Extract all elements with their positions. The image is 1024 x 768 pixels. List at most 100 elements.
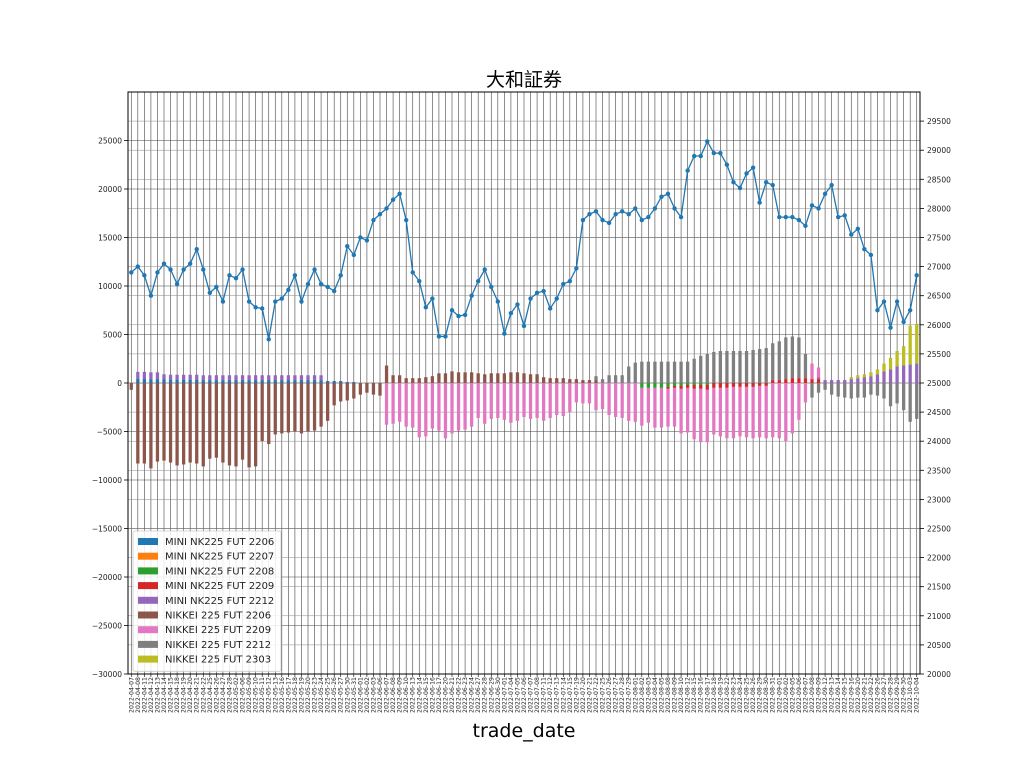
bar-3 <box>816 379 821 383</box>
bar-0 <box>339 381 343 383</box>
bar-6 <box>816 367 821 378</box>
price-point <box>266 337 271 342</box>
x-tick-label: 2022-08-02 <box>639 677 646 713</box>
x-tick-label: 2022-09-20 <box>855 677 862 713</box>
bar-0 <box>195 379 199 383</box>
x-tick-label: 2022-08-22 <box>724 677 731 713</box>
x-tick-label: 2022-07-21 <box>586 677 593 713</box>
x-tick-label: 2022-08-18 <box>711 677 718 713</box>
bar-0 <box>175 379 179 383</box>
x-tick-label: 2022-06-22 <box>456 677 463 713</box>
x-tick-label: 2022-08-26 <box>750 677 757 713</box>
right-tick-label: 27000 <box>927 263 951 272</box>
bar-3 <box>797 378 801 383</box>
price-point <box>875 308 880 313</box>
price-point <box>731 180 736 185</box>
bar-5 <box>260 383 264 442</box>
bar-6 <box>450 383 454 434</box>
bar-5 <box>175 383 179 466</box>
bar-0 <box>332 381 336 383</box>
x-tick-label: 2022-04-11 <box>141 677 148 713</box>
x-tick-label: 2022-08-25 <box>744 677 751 713</box>
right-tick-label: 23000 <box>927 495 951 504</box>
price-point <box>135 264 141 269</box>
bar-5 <box>247 383 251 468</box>
bar-4 <box>849 379 853 383</box>
bar-8 <box>895 350 899 367</box>
bar-4 <box>862 377 866 383</box>
bar-5 <box>234 383 238 467</box>
legend-swatch <box>138 640 158 648</box>
bar-6 <box>771 383 775 438</box>
bar-7 <box>725 350 729 383</box>
right-tick-label: 20500 <box>927 641 951 650</box>
bar-5 <box>365 383 369 393</box>
bar-5 <box>594 380 598 383</box>
bar-2 <box>653 383 657 388</box>
bar-5 <box>430 376 434 383</box>
bar-4 <box>816 377 821 380</box>
bar-5 <box>273 383 277 435</box>
bar-6 <box>542 383 546 421</box>
bar-7 <box>679 361 683 383</box>
x-tick-label: 2022-09-16 <box>848 677 855 713</box>
bar-5 <box>561 378 565 383</box>
bar-4 <box>267 375 271 381</box>
price-point <box>181 267 186 272</box>
bar-5 <box>443 373 448 383</box>
x-tick-label: 2022-06-03 <box>370 677 377 713</box>
bar-7 <box>790 336 794 379</box>
bar-6 <box>600 383 605 410</box>
bar-5 <box>483 374 487 383</box>
bar-4 <box>869 376 873 383</box>
bar-5 <box>470 372 474 383</box>
bar-6 <box>725 387 729 439</box>
bar-series-group <box>129 323 919 469</box>
bar-7 <box>731 350 736 383</box>
bar-6 <box>443 383 448 439</box>
x-tick-label: 2022-07-27 <box>613 677 620 713</box>
bar-6 <box>699 388 703 443</box>
price-point <box>718 150 723 156</box>
price-point <box>901 319 906 325</box>
bar-5 <box>542 377 546 383</box>
price-point <box>482 267 487 272</box>
bar-5 <box>221 383 225 463</box>
bar-7 <box>594 376 598 381</box>
bar-4 <box>155 372 160 380</box>
bar-4 <box>306 375 310 381</box>
x-tick-label: 2022-05-11 <box>259 677 266 713</box>
price-point <box>698 153 703 159</box>
bar-4 <box>227 375 232 381</box>
bar-0 <box>234 380 238 383</box>
bar-0 <box>280 380 284 383</box>
bar-5 <box>345 383 349 401</box>
price-point <box>390 197 396 202</box>
price-point <box>155 270 160 275</box>
x-tick-label: 2022-07-11 <box>541 677 548 713</box>
bar-6 <box>640 387 644 426</box>
x-tick-label: 2022-06-02 <box>364 677 371 713</box>
price-point <box>705 139 710 144</box>
bar-8 <box>862 374 866 378</box>
price-point <box>907 308 913 313</box>
bar-5 <box>581 380 585 383</box>
bar-4 <box>902 365 906 383</box>
price-point <box>868 252 874 258</box>
bar-6 <box>790 383 794 434</box>
bar-8 <box>888 357 893 370</box>
right-tick-label: 20000 <box>927 670 951 679</box>
x-tick-label: 2022-09-14 <box>835 677 842 713</box>
bar-4 <box>830 380 834 383</box>
bar-4 <box>908 364 912 383</box>
bar-7 <box>607 375 611 383</box>
right-tick-label: 21500 <box>927 583 951 592</box>
bar-6 <box>568 383 572 413</box>
x-tick-label: 2022-09-07 <box>802 677 809 713</box>
x-tick-label: 2022-05-16 <box>279 677 286 713</box>
left-tick-label: 5000 <box>103 331 122 340</box>
legend-label: NIKKEI 225 FUT 2212 <box>165 640 271 651</box>
x-tick-label: 2022-09-05 <box>789 677 796 713</box>
bar-6 <box>502 383 506 420</box>
